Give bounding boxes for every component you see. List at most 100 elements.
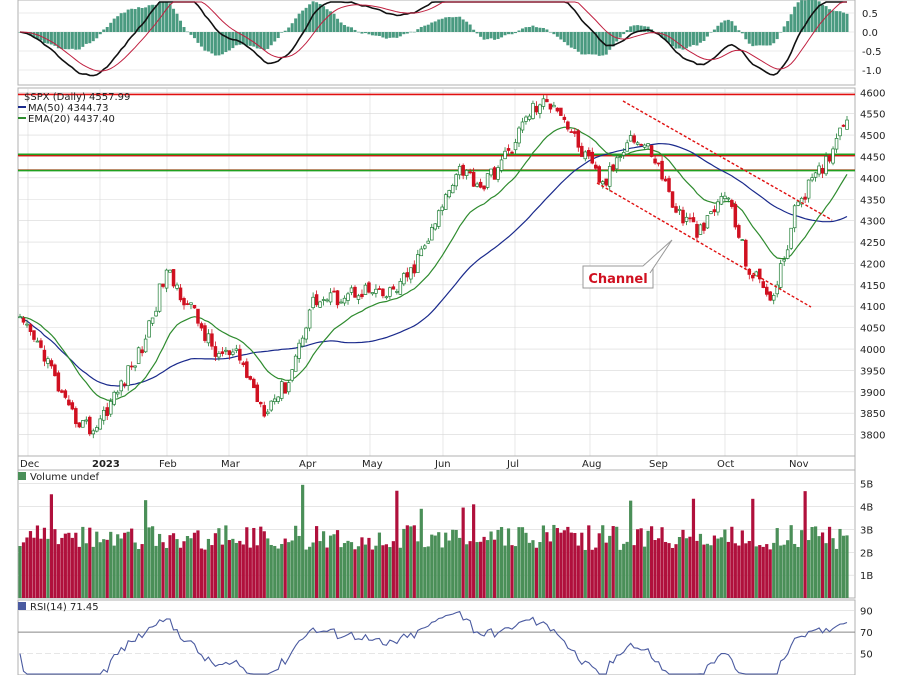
candle-body [108,401,113,415]
macd-histogram-bar [712,29,716,32]
candle-body [143,338,148,353]
macd-histogram-bar [468,24,472,32]
macd-histogram-bar [590,32,594,55]
volume-bar [210,545,214,598]
candle-body [398,281,403,295]
volume-bar [360,537,364,598]
macd-histogram-bar [81,32,85,47]
candle-body [126,365,130,386]
candle-body [817,165,821,175]
volume-bar [220,544,224,598]
candle-body [395,291,399,293]
candle-body [248,376,253,380]
volume-bar [485,540,490,598]
volume-bar [524,532,528,598]
macd-histogram-bar [719,22,723,32]
macd-histogram-bar [765,32,769,46]
macd-histogram-bar [109,22,113,32]
candle-body [238,348,242,361]
candle-body [674,206,678,213]
candle-body [266,411,270,415]
volume-bar [405,525,409,598]
candle-body [115,391,120,395]
volume-bar [761,546,765,598]
volume-bar [28,531,33,598]
volume-bar [49,494,54,598]
channel-upper-line [622,100,833,221]
candle-body [513,142,518,151]
candle-body [527,115,532,120]
candle-body [792,205,797,229]
volume-bar [786,540,790,598]
candle-body [405,272,410,278]
macd-histogram-bar [639,25,643,32]
volume-bar [737,545,741,598]
candle-body [611,164,615,171]
volume-bar [335,530,340,598]
volume-bar [733,543,737,598]
price-tick-label: 3800 [860,431,885,442]
macd-histogram-bar [329,11,333,33]
macd-histogram-bar [814,0,818,32]
volume-bar [430,534,434,598]
volume-bar [91,546,95,598]
macd-histogram-bar [199,32,203,47]
candle-body [827,155,832,162]
candle-body [639,144,643,146]
candle-body [775,284,779,295]
macd-histogram-bar [70,32,74,49]
macd-histogram-bar [53,32,57,46]
volume-bar [39,538,43,598]
macd-histogram-bar [363,32,367,34]
candle-body [590,151,595,164]
macd-histogram-bar [356,31,360,33]
volume-bar [845,535,849,598]
macd-histogram-bar [465,21,469,32]
volume-bar [42,527,47,598]
volume-bar [632,545,636,598]
volume-bar [723,529,727,598]
volume-bar [21,542,26,598]
macd-histogram-bar [433,21,437,32]
candle-body [157,283,162,312]
candle-body [409,267,413,280]
macd-histogram-bar [608,32,612,50]
macd-histogram-bar [740,32,744,34]
candle-body [346,293,350,301]
volume-bar [283,538,287,598]
candle-body [838,127,842,137]
candle-body [803,196,807,200]
candle-body [430,227,434,241]
candle-body [25,323,29,326]
macd-histogram-bar [416,29,420,32]
volume-bar [116,534,120,598]
month-label: 2023 [92,459,120,470]
candle-body [450,185,455,194]
candle-body [684,216,689,222]
macd-histogram-bar [842,12,846,32]
candle-body [154,310,158,317]
macd-histogram-bar [405,32,409,34]
candle-body [175,284,179,289]
candle-body [353,286,357,298]
macd-histogram-bar [503,32,507,36]
macd-histogram-bar [702,32,706,41]
macd-histogram-bar [597,32,601,56]
candle-body [39,340,43,348]
volume-bar [472,504,476,598]
candle-body [203,325,207,341]
volume-bar [482,536,486,598]
candle-body [813,172,818,178]
candle-body [252,378,256,389]
volume-bar [140,544,144,598]
macd-histogram-bar [479,32,483,37]
macd-histogram-bar [559,32,563,40]
candle-body [332,290,336,293]
candle-body [196,308,200,324]
price-tick-label: 3950 [860,366,885,377]
macd-histogram-bar [151,4,155,33]
volume-bar [395,490,399,598]
volume-panel: 5B 4B 3B 2B 1B [17,469,873,599]
candle-body [576,130,581,148]
macd-histogram-bar [98,32,102,35]
